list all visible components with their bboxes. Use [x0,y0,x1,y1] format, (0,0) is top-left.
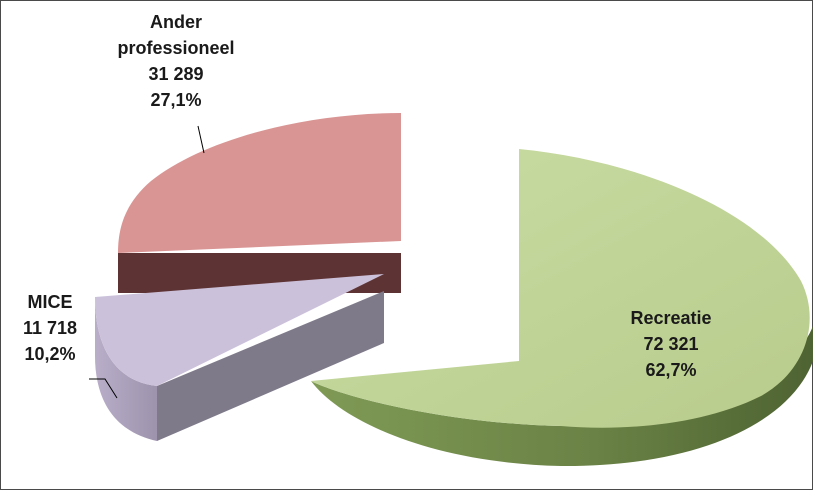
slice-mice-outer-side [95,297,157,441]
label-mice: MICE 11 718 10,2% [9,289,91,367]
leader-line-mice [89,378,118,399]
label-recreatie-name: Recreatie [630,308,712,328]
label-recreatie: Recreatie 72 321 62,7% [611,305,731,383]
slice-recreatie [311,149,813,467]
label-mice-value: 11 718 [22,318,78,338]
slice-mice-cut-face [157,291,384,441]
slice-mice [95,274,384,441]
label-ander-line2: professioneel [117,38,235,58]
slice-mice-top [95,274,384,386]
slice-recreatie-top [311,149,810,428]
slice-ander-professioneel [118,113,401,293]
label-ander-percent: 27,1% [150,90,202,110]
leader-line-ander [197,125,205,154]
label-ander-professioneel: Ander professioneel 31 289 27,1% [96,9,256,113]
label-ander-value: 31 289 [148,64,204,84]
label-mice-name: MICE [27,292,73,312]
label-recreatie-percent: 62,7% [645,360,697,380]
slice-recreatie-side [311,326,813,467]
label-mice-percent: 10,2% [24,344,76,364]
slice-ander-top [118,113,401,253]
label-ander-line1: Ander [149,12,202,32]
label-recreatie-value: 72 321 [643,334,699,354]
